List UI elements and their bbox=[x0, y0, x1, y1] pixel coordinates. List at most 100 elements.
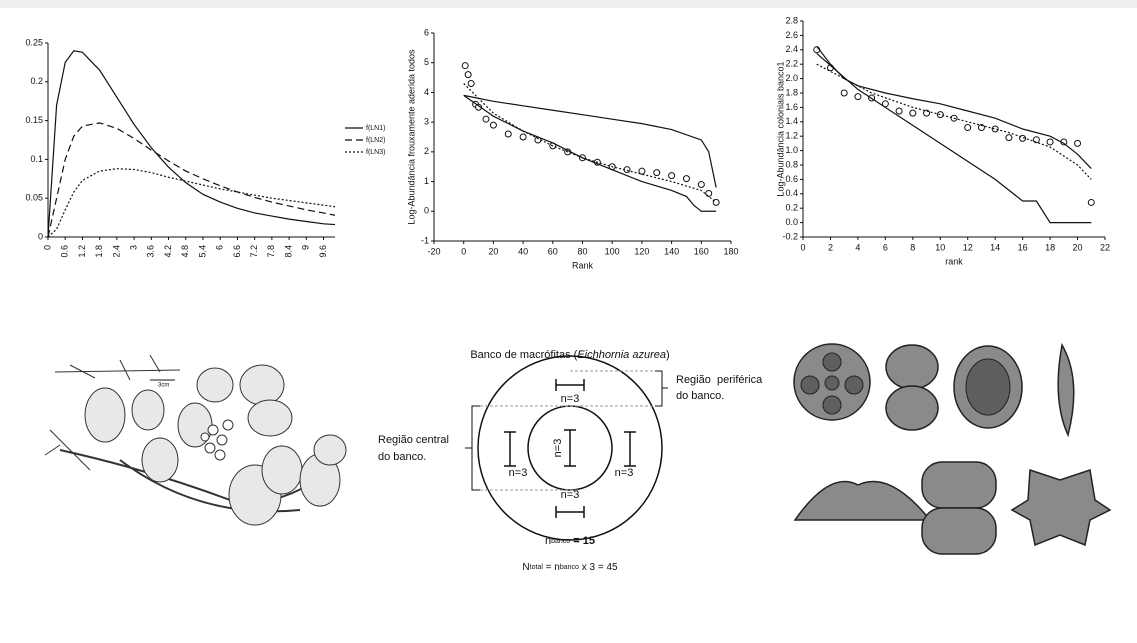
y-tick-label: 0.8 bbox=[785, 159, 798, 169]
x-tick-label: -20 bbox=[427, 246, 440, 256]
formula-part: = n bbox=[543, 562, 560, 573]
x-tick-label: 9 bbox=[301, 245, 311, 250]
sample-label: n=3 bbox=[561, 393, 580, 405]
x-tick-label: 6.6 bbox=[232, 245, 242, 258]
y-tick-label: 2.0 bbox=[785, 73, 798, 83]
central-label: Região central bbox=[378, 434, 449, 446]
sample-label: n=3 bbox=[561, 489, 580, 501]
data-point bbox=[683, 176, 689, 182]
page: {"chart_data": [ {"type": "line", "legen… bbox=[0, 0, 1137, 643]
sample-label: n=3 bbox=[615, 467, 634, 479]
x-tick-label: 0 bbox=[42, 245, 52, 250]
data-point bbox=[520, 134, 526, 140]
y-tick-label: 2.6 bbox=[785, 30, 798, 40]
x-tick-label: 3 bbox=[128, 245, 138, 250]
data-point bbox=[965, 125, 971, 131]
y-tick-label: 1.8 bbox=[785, 87, 798, 97]
y-tick-label: 0.25 bbox=[25, 37, 43, 47]
y-tick-label: 1.6 bbox=[785, 102, 798, 112]
peripheral-label: Região periférica bbox=[676, 374, 763, 386]
y-tick-label: 4 bbox=[424, 87, 429, 97]
y-tick-label: 1.2 bbox=[785, 131, 798, 141]
x-tick-label: 0.6 bbox=[60, 245, 70, 258]
y-tick-label: -1 bbox=[421, 235, 429, 245]
x-tick-label: 4 bbox=[855, 242, 860, 252]
data-point bbox=[483, 116, 489, 122]
x-tick-label: 4.8 bbox=[180, 245, 190, 258]
central-label: do banco. bbox=[378, 451, 426, 463]
formula-part: x 3 = 45 bbox=[579, 562, 618, 573]
x-tick-label: 0 bbox=[800, 242, 805, 252]
data-point bbox=[1088, 199, 1094, 205]
x-tick-label: 80 bbox=[577, 246, 587, 256]
x-tick-label: 140 bbox=[664, 246, 679, 256]
data-point bbox=[910, 110, 916, 116]
y-tick-label: 2.4 bbox=[785, 44, 798, 54]
formula-sub: banco bbox=[551, 538, 570, 545]
x-tick-label: 3.6 bbox=[146, 245, 156, 258]
x-tick-label: 120 bbox=[634, 246, 649, 256]
y-tick-label: 5 bbox=[424, 57, 429, 67]
data-point bbox=[896, 108, 902, 114]
x-axis-label: rank bbox=[945, 256, 963, 266]
y-axis-label: Log-Abundância frouxamente aderida todos bbox=[406, 49, 416, 225]
y-tick-label: 2 bbox=[424, 146, 429, 156]
y-tick-label: 0.0 bbox=[785, 217, 798, 227]
x-tick-label: 20 bbox=[488, 246, 498, 256]
x-tick-label: 1.2 bbox=[77, 245, 87, 258]
y-tick-label: 1 bbox=[424, 176, 429, 186]
x-tick-label: 4.2 bbox=[163, 245, 173, 258]
title-part: Banco de macrófitas ( bbox=[470, 349, 577, 361]
x-tick-label: 160 bbox=[694, 246, 709, 256]
x-tick-label: 7.8 bbox=[266, 245, 276, 258]
sample-label: n=3 bbox=[552, 439, 564, 458]
formula-part: N bbox=[522, 562, 529, 573]
x-tick-label: 40 bbox=[518, 246, 528, 256]
formula-sub: banco bbox=[560, 564, 579, 571]
y-tick-label: 0.4 bbox=[785, 188, 798, 198]
x-tick-label: 9.6 bbox=[318, 245, 328, 258]
y-tick-label: 0.05 bbox=[25, 193, 43, 203]
y-tick-label: -0.2 bbox=[782, 231, 798, 241]
data-point bbox=[1075, 140, 1081, 146]
x-tick-label: 12 bbox=[963, 242, 973, 252]
data-point bbox=[465, 72, 471, 78]
data-point bbox=[1047, 139, 1053, 145]
x-tick-label: 18 bbox=[1045, 242, 1055, 252]
y-tick-label: 0.1 bbox=[30, 154, 43, 164]
x-tick-label: 7.2 bbox=[249, 245, 259, 258]
x-tick-label: 8.4 bbox=[283, 245, 293, 258]
x-tick-label: 2.4 bbox=[111, 245, 121, 258]
y-tick-label: 0.15 bbox=[25, 115, 43, 125]
data-point bbox=[706, 190, 712, 196]
data-point bbox=[490, 122, 496, 128]
x-tick-label: 6 bbox=[215, 245, 225, 250]
data-point bbox=[1006, 135, 1012, 141]
y-tick-label: 1.0 bbox=[785, 145, 798, 155]
formula-sub: total bbox=[530, 564, 544, 571]
x-tick-label: 100 bbox=[605, 246, 620, 256]
x-axis-label: Rank bbox=[572, 260, 594, 270]
scale-label: 3cm bbox=[158, 383, 169, 389]
data-point bbox=[698, 182, 704, 188]
y-tick-label: 6 bbox=[424, 27, 429, 37]
x-tick-label: 180 bbox=[723, 246, 738, 256]
x-tick-label: 20 bbox=[1073, 242, 1083, 252]
x-tick-label: 5.4 bbox=[197, 245, 207, 258]
figure: 00.050.10.150.20.2500.61.21.82.433.64.24… bbox=[0, 0, 1137, 643]
x-tick-label: 10 bbox=[935, 242, 945, 252]
y-tick-label: 0 bbox=[38, 231, 43, 241]
data-point bbox=[462, 63, 468, 69]
title-part: ) bbox=[666, 349, 670, 361]
formula-part: = 15 bbox=[570, 535, 595, 547]
y-tick-label: 0.2 bbox=[30, 76, 43, 86]
y-tick-label: 0 bbox=[424, 206, 429, 216]
x-tick-label: 2 bbox=[828, 242, 833, 252]
y-tick-label: 2.2 bbox=[785, 59, 798, 69]
data-point bbox=[654, 170, 660, 176]
x-tick-label: 60 bbox=[548, 246, 558, 256]
legend-label: f(LN1) bbox=[366, 125, 385, 132]
y-tick-label: 2.8 bbox=[785, 15, 798, 25]
legend-label: f(LN3) bbox=[366, 149, 385, 156]
y-tick-label: 1.4 bbox=[785, 116, 798, 126]
